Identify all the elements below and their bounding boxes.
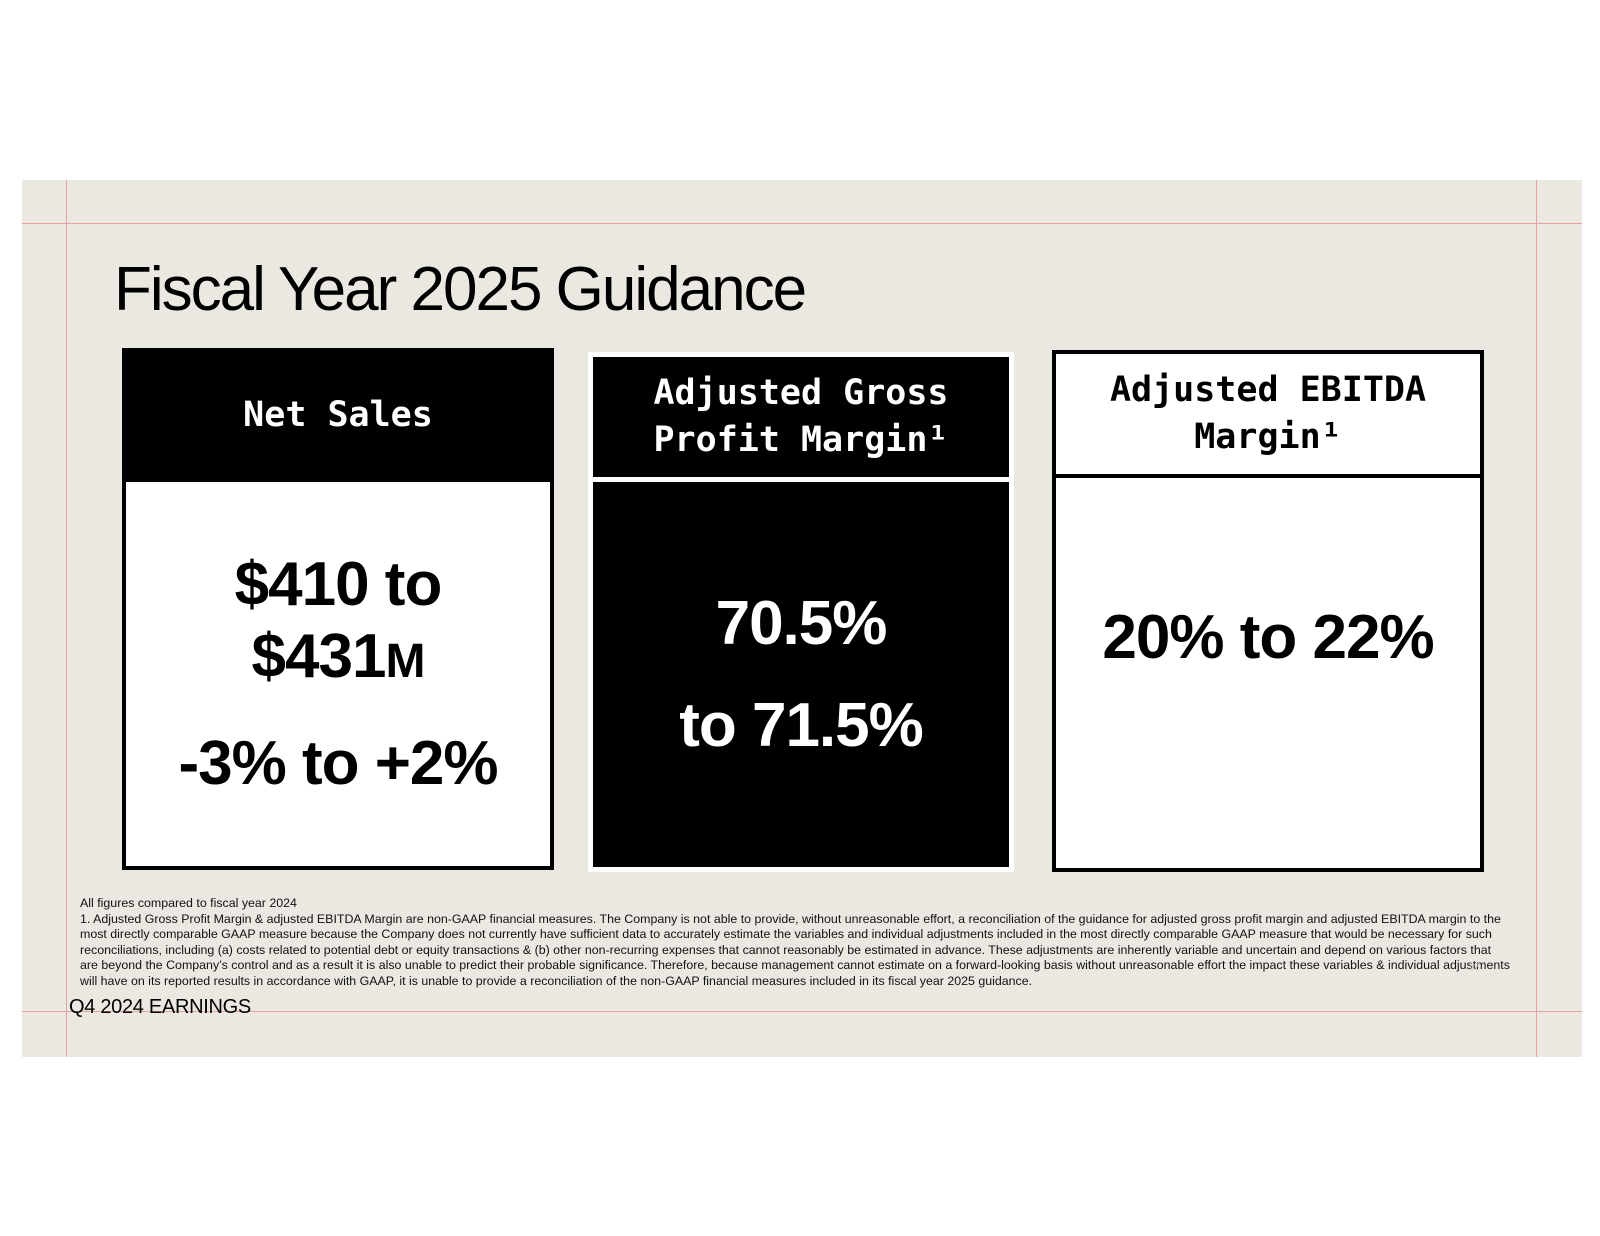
gross-margin-header-line: Adjusted Gross xyxy=(653,373,949,413)
gross-margin-range-high: to 71.5% xyxy=(679,690,924,760)
page-title: Fiscal Year 2025 Guidance xyxy=(114,255,807,324)
gross-margin-body: 70.5% to 71.5% xyxy=(593,482,1009,867)
guide-line-right xyxy=(1536,180,1537,1057)
footer-label: Q4 2024 EARNINGS xyxy=(69,996,251,1018)
net-sales-card: Net Sales $410 to $431M -3% to +2% xyxy=(122,348,554,870)
slide: Fiscal Year 2025 Guidance Net Sales $410… xyxy=(22,180,1582,1057)
net-sales-range-low: $410 to xyxy=(234,549,443,619)
guide-line-left xyxy=(66,180,67,1057)
guide-line-bottom xyxy=(22,1011,1582,1012)
gross-margin-card: Adjusted Gross Profit Margin¹ 70.5% to 7… xyxy=(588,352,1014,872)
gross-margin-header: Adjusted Gross Profit Margin¹ xyxy=(593,357,1009,477)
footnote-non-gaap: 1. Adjusted Gross Profit Margin & adjust… xyxy=(80,911,1510,988)
net-sales-range-high-amount: $431 xyxy=(251,621,387,691)
net-sales-growth: -3% to +2% xyxy=(178,728,498,798)
net-sales-range-high: $431M xyxy=(251,621,426,698)
footnote-comparison: All figures compared to fiscal year 2024 xyxy=(80,896,297,910)
ebitda-margin-header-line: Adjusted EBITDA xyxy=(1109,370,1427,410)
ebitda-margin-card: Adjusted EBITDA Margin¹ 20% to 22% xyxy=(1052,350,1484,872)
page-number: 12 xyxy=(1468,962,1480,973)
ebitda-margin-header-line: Margin¹ xyxy=(1194,417,1342,457)
net-sales-header-label: Net Sales xyxy=(243,394,433,435)
net-sales-body: $410 to $431M -3% to +2% xyxy=(122,482,554,870)
footnotes: All figures compared to fiscal year 2024… xyxy=(80,896,1510,990)
ebitda-margin-body: 20% to 22% xyxy=(1056,482,1480,868)
gross-margin-header-line: Profit Margin¹ xyxy=(653,420,949,460)
gross-margin-range-low: 70.5% xyxy=(715,588,888,658)
net-sales-header: Net Sales xyxy=(122,348,554,482)
guide-line-top xyxy=(22,223,1582,224)
ebitda-margin-range: 20% to 22% xyxy=(1102,603,1434,672)
ebitda-margin-header: Adjusted EBITDA Margin¹ xyxy=(1056,354,1480,478)
net-sales-unit: M xyxy=(385,634,425,688)
